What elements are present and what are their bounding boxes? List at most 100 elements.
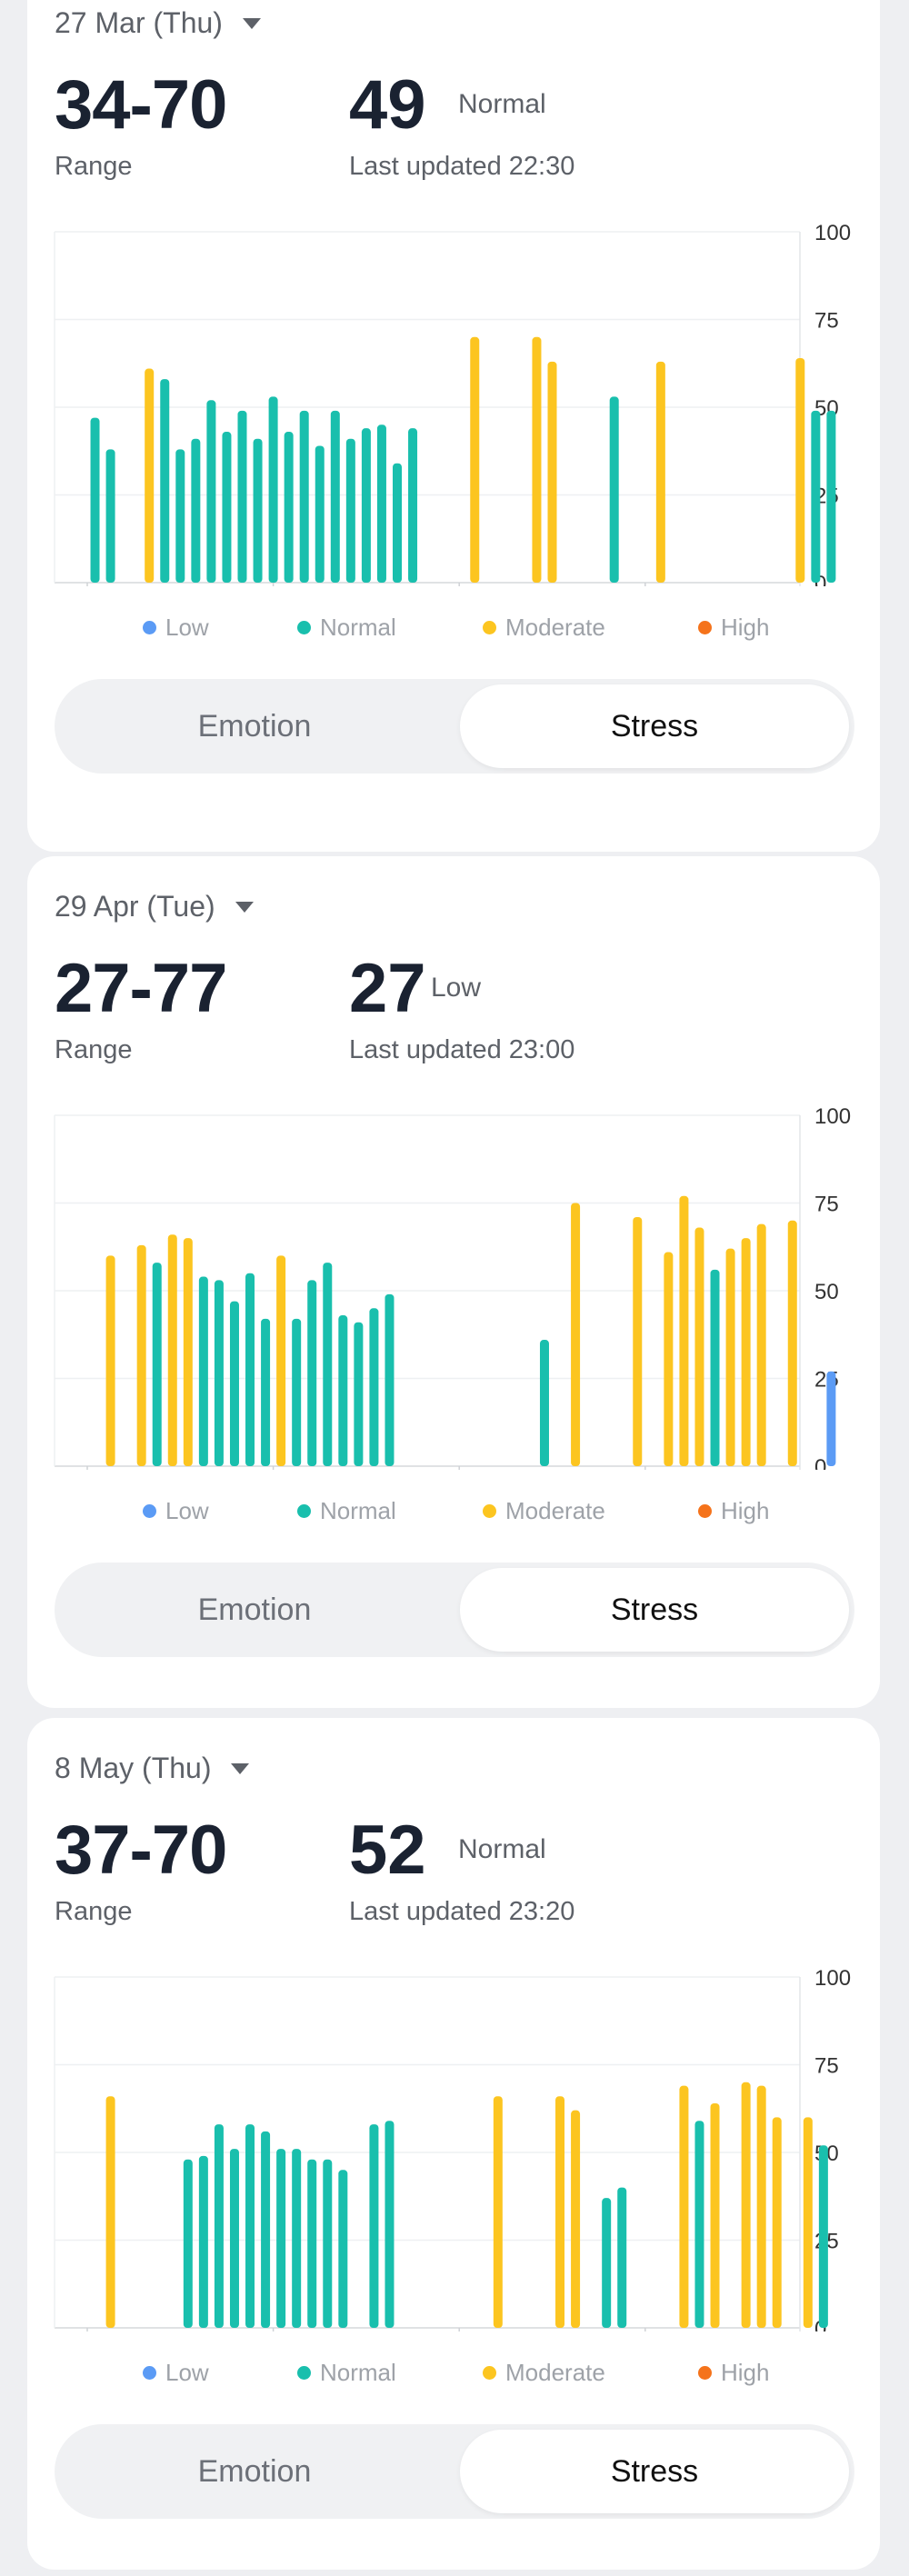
current-value: 27 bbox=[349, 950, 426, 1027]
stress-bar bbox=[222, 432, 232, 583]
stress-bar bbox=[292, 1318, 302, 1466]
last-updated: Last updated 23:00 bbox=[349, 1035, 575, 1064]
legend-dot bbox=[698, 1504, 712, 1518]
date-selector[interactable]: 8 May (Thu) bbox=[55, 1745, 250, 1791]
legend-label: High bbox=[721, 2359, 770, 2386]
stress-tab[interactable]: Stress bbox=[460, 1568, 849, 1652]
stress-bar bbox=[547, 361, 557, 583]
stress-card: 29 Apr (Tue) 27-77 Range 27 Low Last upd… bbox=[27, 856, 880, 1708]
legend-label: Normal bbox=[320, 1497, 396, 1524]
legend-item-low: Low bbox=[143, 1497, 209, 1525]
legend-item-normal: Normal bbox=[297, 2359, 396, 2387]
emotion-tab[interactable]: Emotion bbox=[197, 1592, 312, 1627]
stress-bar bbox=[229, 2149, 239, 2328]
stress-chart: 025507510000:0006:0012:0018:00 bbox=[54, 1104, 851, 1470]
stress-bar bbox=[756, 1223, 766, 1466]
stress-bar bbox=[292, 2149, 302, 2328]
stress-bar bbox=[795, 357, 805, 583]
y-tick-label: 100 bbox=[814, 221, 851, 245]
stress-bar bbox=[345, 438, 355, 583]
legend-label: Moderate bbox=[505, 2359, 605, 2386]
date-selector[interactable]: 29 Apr (Tue) bbox=[55, 884, 254, 929]
range-label: Range bbox=[55, 1897, 133, 1926]
stress-bar bbox=[602, 2198, 612, 2328]
stress-bar bbox=[105, 1255, 115, 1466]
stress-bar bbox=[633, 1216, 643, 1466]
legend-dot bbox=[483, 1504, 496, 1518]
legend-dot bbox=[143, 2366, 156, 2380]
legend-dot bbox=[297, 621, 311, 634]
stress-bar bbox=[818, 2145, 828, 2328]
range-value: 34-70 bbox=[55, 66, 227, 144]
stress-bar bbox=[183, 2159, 193, 2328]
stress-bar bbox=[214, 2124, 224, 2328]
stress-bar bbox=[268, 396, 278, 583]
current-status: Normal bbox=[458, 1834, 546, 1864]
stress-bar bbox=[571, 1203, 581, 1466]
stress-bar bbox=[315, 445, 325, 583]
stress-tab[interactable]: Stress bbox=[460, 684, 849, 768]
view-toggle: Emotion Stress bbox=[55, 1563, 854, 1657]
y-tick-label: 50 bbox=[814, 1280, 839, 1304]
y-tick-label: 75 bbox=[814, 1193, 839, 1217]
legend-item-high: High bbox=[698, 2359, 769, 2387]
stress-bar bbox=[191, 438, 201, 583]
legend-item-moderate: Moderate bbox=[483, 2359, 605, 2387]
stress-bar bbox=[655, 361, 665, 583]
stress-bar bbox=[253, 438, 263, 583]
stress-chart: 025507510000:0006:0012:0018:00 bbox=[54, 1966, 851, 2331]
stress-bar bbox=[276, 2149, 286, 2328]
current-value: 52 bbox=[349, 1812, 426, 1889]
legend-dot bbox=[297, 1504, 311, 1518]
chart-legend: Low Normal Moderate High bbox=[27, 614, 880, 650]
stress-bar bbox=[160, 379, 170, 583]
stress-bar bbox=[245, 2124, 255, 2328]
range-value: 37-70 bbox=[55, 1812, 227, 1889]
date-label: 27 Mar (Thu) bbox=[55, 5, 223, 39]
legend-label: Moderate bbox=[505, 1497, 605, 1524]
last-updated: Last updated 23:20 bbox=[349, 1897, 575, 1926]
emotion-tab[interactable]: Emotion bbox=[197, 2453, 312, 2489]
legend-item-normal: Normal bbox=[297, 614, 396, 642]
stress-bar bbox=[175, 449, 185, 583]
stress-bar bbox=[361, 428, 371, 583]
current-value: 49 bbox=[349, 66, 426, 144]
stress-bar bbox=[787, 1220, 797, 1466]
legend-label: Moderate bbox=[505, 614, 605, 641]
stress-bar bbox=[725, 1248, 735, 1466]
legend-item-moderate: Moderate bbox=[483, 614, 605, 642]
stress-tab[interactable]: Stress bbox=[460, 2430, 849, 2513]
stress-bar bbox=[90, 417, 100, 583]
stress-bar bbox=[571, 2110, 581, 2328]
emotion-tab[interactable]: Emotion bbox=[197, 708, 312, 744]
stress-bar bbox=[376, 424, 386, 583]
stress-bar bbox=[826, 1371, 836, 1466]
stress-bar bbox=[710, 2102, 720, 2328]
legend-label: Normal bbox=[320, 2359, 396, 2386]
view-toggle: Emotion Stress bbox=[55, 679, 854, 774]
stress-bar bbox=[539, 1340, 549, 1466]
stress-bar bbox=[369, 2124, 379, 2328]
stress-bar bbox=[741, 1238, 751, 1466]
legend-item-low: Low bbox=[143, 614, 209, 642]
legend-label: Low bbox=[165, 2359, 209, 2386]
legend-item-high: High bbox=[698, 1497, 769, 1525]
legend-dot bbox=[143, 621, 156, 634]
stress-bar bbox=[284, 432, 294, 583]
date-selector[interactable]: 27 Mar (Thu) bbox=[55, 0, 261, 45]
stress-bar bbox=[694, 1227, 704, 1466]
chart-legend: Low Normal Moderate High bbox=[27, 2359, 880, 2395]
legend-label: Normal bbox=[320, 614, 396, 641]
stress-bar bbox=[354, 1322, 364, 1466]
stress-bar bbox=[385, 2121, 395, 2328]
stress-card: 8 May (Thu) 37-70 Range 52 Normal Last u… bbox=[27, 1718, 880, 2570]
stress-bar bbox=[664, 1252, 674, 1466]
stress-bar bbox=[206, 400, 216, 583]
y-tick-label: 0 bbox=[814, 1455, 826, 1470]
stress-bar bbox=[555, 2096, 565, 2328]
stress-bar bbox=[198, 1276, 208, 1466]
stress-chart: 025507510000:0006:0012:0018:00 bbox=[54, 221, 851, 586]
stress-bar bbox=[470, 336, 480, 583]
legend-item-normal: Normal bbox=[297, 1497, 396, 1525]
stress-bar bbox=[105, 2096, 115, 2328]
